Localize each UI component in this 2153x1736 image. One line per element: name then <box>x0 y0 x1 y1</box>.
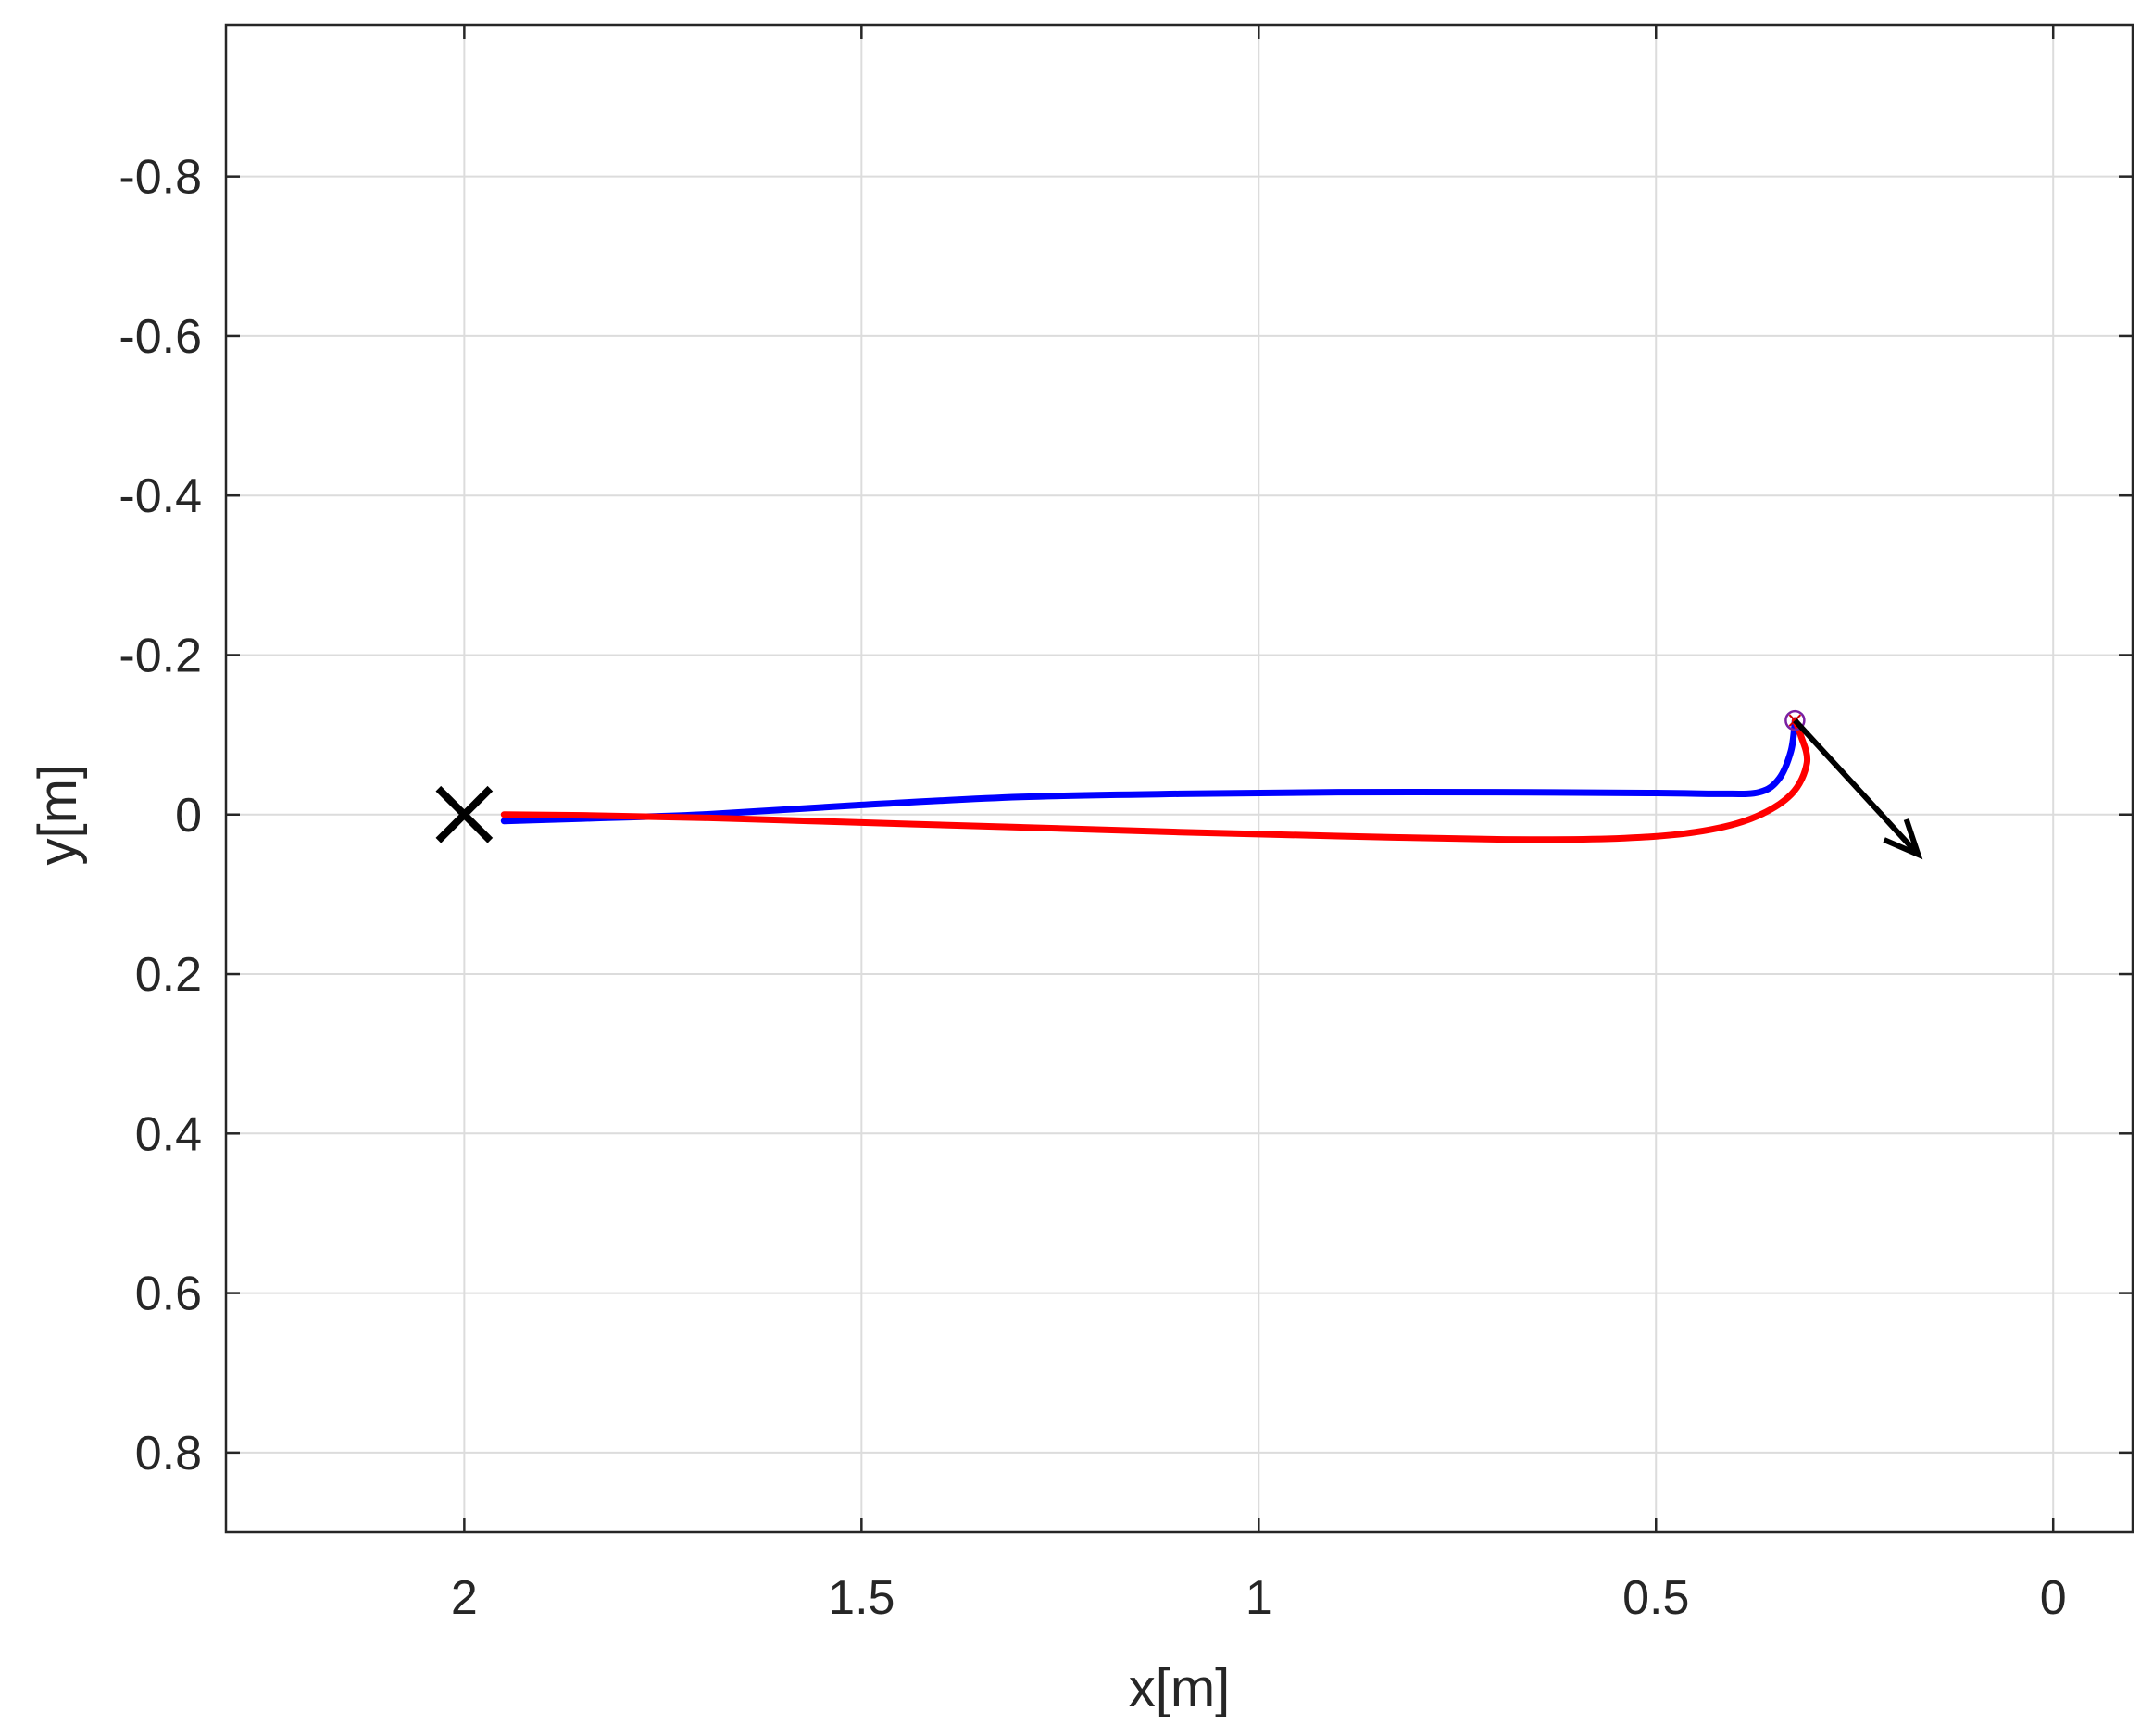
x-tick-label: 1 <box>1245 1571 1272 1625</box>
axis-ticks: 2 1.5 1 0.5 0 -0.8 -0.6 -0.4 -0.2 0 0.2 0.4 0.6 0.8 <box>119 25 2133 1625</box>
y-tick-label: 0 <box>175 789 202 843</box>
x-marker-stroke <box>435 785 494 843</box>
y-tick-label: 0.8 <box>135 1427 202 1480</box>
arrow-shaft <box>1793 718 1917 853</box>
x-tick-label: 0.5 <box>1622 1571 1689 1625</box>
y-tick-label: -0.2 <box>119 629 202 682</box>
plot-frame <box>224 23 2134 1534</box>
arrow-head <box>1883 818 1923 860</box>
y-tick-label: -0.6 <box>119 310 202 364</box>
y-tick-label: -0.4 <box>119 469 202 523</box>
goal-x-marker <box>435 785 494 843</box>
y-tick-label: 0.2 <box>135 948 202 1002</box>
circle-marker-ring <box>1784 709 1806 731</box>
y-tick-label: 0.6 <box>135 1268 202 1321</box>
grid-lines <box>226 25 2133 1532</box>
markers <box>435 709 1923 860</box>
series-lines <box>500 717 1811 843</box>
y-axis-label: y[m] <box>28 764 88 866</box>
x-tick-label: 2 <box>451 1571 478 1625</box>
y-tick-label: -0.8 <box>119 151 202 205</box>
x-tick-label: 0 <box>2040 1571 2067 1625</box>
heading-arrow <box>1793 718 1923 860</box>
y-tick-label: 0.4 <box>135 1107 202 1161</box>
series-line-1 <box>500 717 1798 825</box>
series-line-2 <box>500 717 1811 843</box>
x-axis-label: x[m] <box>1129 1658 1231 1718</box>
x-tick-label: 1.5 <box>828 1571 895 1625</box>
